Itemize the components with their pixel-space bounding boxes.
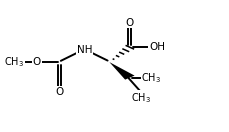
Polygon shape: [109, 62, 134, 80]
Text: CH$_3$: CH$_3$: [141, 71, 161, 84]
Text: CH$_3$: CH$_3$: [131, 91, 150, 105]
Text: O: O: [33, 57, 41, 67]
Text: NH: NH: [76, 45, 92, 55]
Text: O: O: [55, 87, 63, 97]
Text: OH: OH: [148, 42, 164, 52]
Text: CH$_3$: CH$_3$: [4, 55, 24, 69]
Text: O: O: [125, 18, 134, 28]
